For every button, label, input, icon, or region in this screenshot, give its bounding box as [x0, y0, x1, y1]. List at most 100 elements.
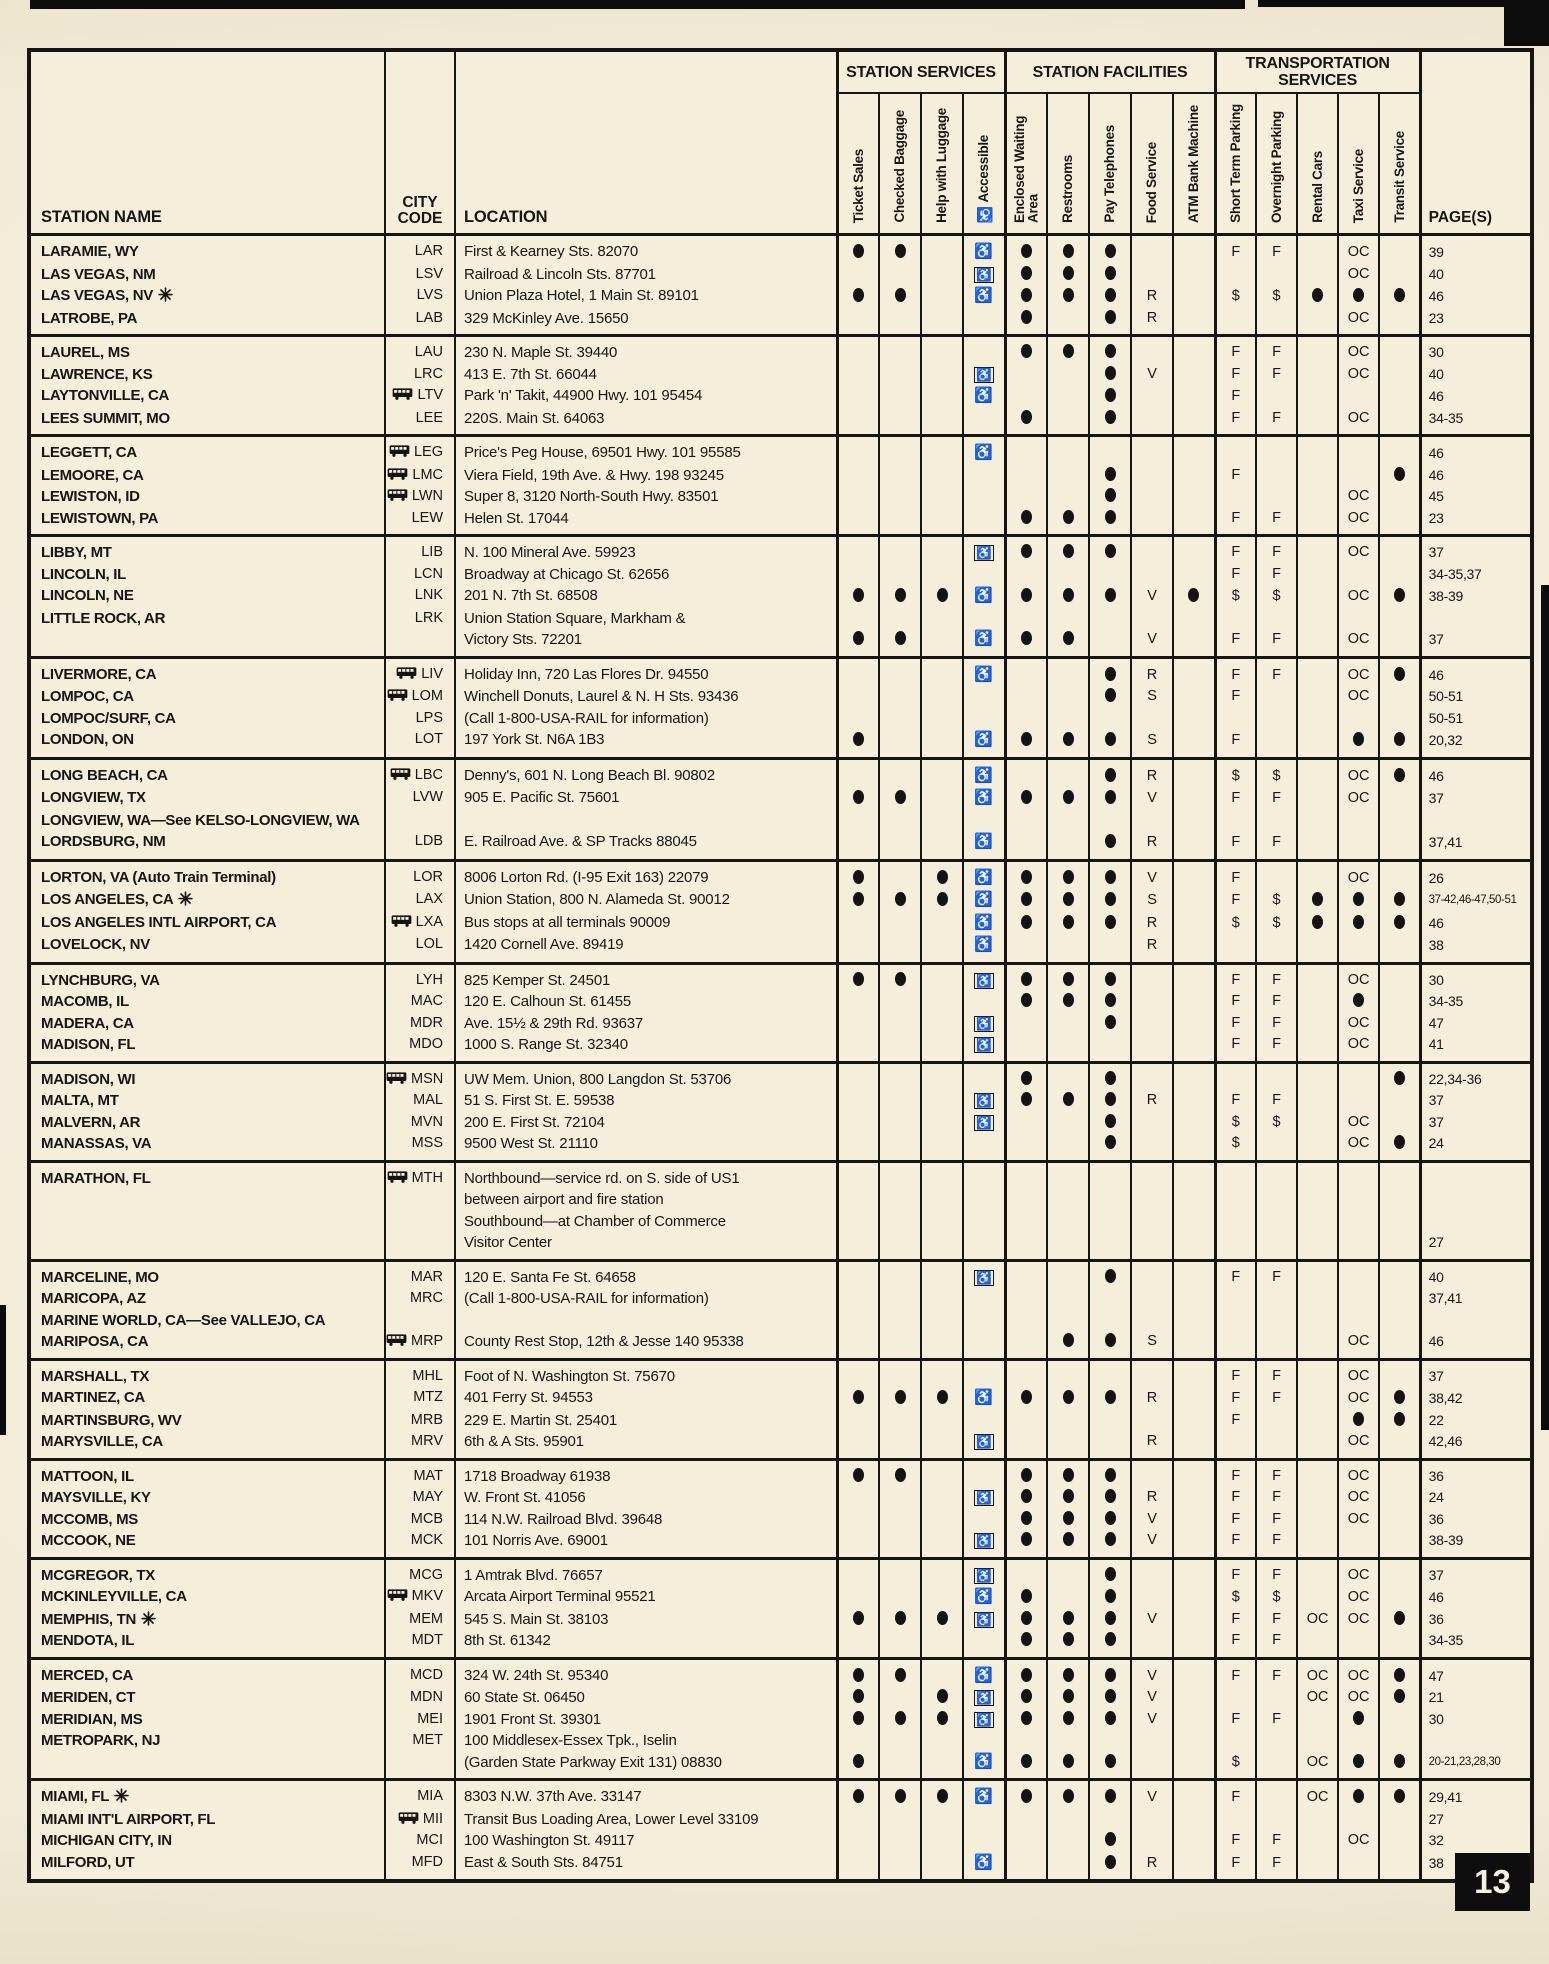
cell-restrooms [1046, 1111, 1090, 1133]
cell-checked-baggage [878, 1779, 921, 1809]
station-name: LAWRENCE, KS [41, 365, 153, 383]
col-header-food-service: Food Service [1130, 93, 1174, 236]
service-dot [1393, 767, 1405, 782]
cell-atm-bank-machine [1172, 1161, 1216, 1260]
cell-accessible [961, 486, 1006, 508]
city-code: MTH [384, 1161, 455, 1260]
cell-restrooms [1046, 1708, 1090, 1730]
service-dot [1104, 1753, 1116, 1768]
cell-overnight-parking: F [1255, 1359, 1298, 1387]
service-dot [1062, 914, 1074, 929]
cell-enclosed-waiting-area [1003, 1608, 1048, 1630]
cell-rental-cars [1296, 1508, 1339, 1530]
pages: 50-51 [1418, 686, 1533, 708]
cell-help-with-luggage [920, 563, 963, 585]
cell-help-with-luggage [920, 1687, 963, 1709]
cell-taxi-service: OC [1337, 1459, 1380, 1487]
cell-overnight-parking: F [1255, 407, 1298, 436]
location: 8303 N.W. 37th Ave. 33147 [454, 1779, 837, 1809]
cell-food-service [1130, 707, 1174, 729]
cell-atm-bank-machine [1172, 335, 1216, 364]
cell-transit-service [1378, 285, 1421, 308]
station-name: LOMPOC/SURF, CA [41, 709, 176, 727]
cell-help-with-luggage [920, 1111, 963, 1133]
cell-rental-cars [1296, 363, 1339, 385]
location: Union Station, 800 N. Alameda St. 90012 [454, 889, 837, 912]
cell-help-with-luggage [920, 234, 963, 264]
cell-overnight-parking: F [1255, 1459, 1298, 1487]
city-code: LPS [384, 707, 455, 729]
city-code: MRC [384, 1288, 455, 1310]
cell-rental-cars: OC [1296, 1730, 1339, 1780]
service-dot [1104, 993, 1116, 1007]
cell-ticket-sales [835, 1359, 879, 1387]
cell-food-service [1130, 407, 1174, 436]
cell-overnight-parking [1255, 1730, 1298, 1780]
station-name: MERIDIAN, MS [41, 1710, 143, 1728]
station-row: LAUREL, MS LAU 230 N. Maple St. 39440 F F OC 3… [29, 335, 1533, 364]
cell-checked-baggage [878, 335, 921, 364]
cell-ticket-sales [835, 1431, 879, 1459]
cell-enclosed-waiting-area [1003, 1487, 1048, 1509]
cell-rental-cars [1296, 1359, 1339, 1387]
pages: 50-51 [1418, 707, 1533, 729]
cell-ticket-sales [835, 1133, 879, 1161]
pages: 40 [1418, 263, 1533, 285]
cell-taxi-service: OC [1337, 1658, 1380, 1687]
station-row: LONGVIEW, WA—See KELSO-LONGVIEW, WA [29, 809, 1533, 831]
wheelchair-accessible-boxed-icon: ♿ [973, 1434, 994, 1450]
cell-enclosed-waiting-area [1003, 1459, 1048, 1487]
cell-short-term-parking [1213, 934, 1257, 963]
location: 825 Kemper St. 24501 [454, 963, 837, 991]
cell-taxi-service: OC [1337, 1133, 1380, 1161]
cell-food-service [1130, 234, 1174, 264]
city-code: LDB [384, 831, 455, 860]
cell-transit-service [1378, 607, 1421, 657]
star-icon [178, 891, 194, 906]
cell-food-service [1130, 1260, 1174, 1288]
cell-taxi-service: OC [1337, 1431, 1380, 1459]
cell-atm-bank-machine [1172, 464, 1216, 486]
cell-enclosed-waiting-area [1003, 758, 1048, 787]
cell-checked-baggage [878, 307, 921, 336]
service-dot [1104, 388, 1116, 402]
cell-accessible: ♿ [961, 934, 1006, 963]
cell-rental-cars [1296, 1808, 1339, 1830]
cell-enclosed-waiting-area [1003, 889, 1048, 912]
cell-rental-cars [1296, 1331, 1339, 1359]
pages: 37 [1418, 787, 1533, 810]
station-group: LONG BEACH, CA LBC Denny's, 601 N. Long Be… [29, 758, 1533, 860]
service-dot [1062, 1510, 1074, 1525]
cell-transit-service [1378, 1530, 1421, 1558]
service-dot [1062, 1789, 1074, 1803]
cell-restrooms [1046, 435, 1090, 465]
service-dot [1104, 1789, 1116, 1803]
cell-food-service [1130, 1288, 1174, 1310]
location-line: UW Mem. Union, 800 Langdon St. 53706 [464, 1070, 732, 1088]
location-line: 51 S. First St. E. 59538 [464, 1092, 615, 1109]
city-code: MAC [384, 991, 455, 1013]
service-dot [852, 971, 864, 986]
location: 8th St. 61342 [454, 1630, 837, 1658]
cell-checked-baggage [878, 234, 921, 264]
cell-overnight-parking: $ [1255, 889, 1298, 912]
service-dot [1104, 1667, 1116, 1682]
cell-transit-service [1378, 1062, 1421, 1090]
cell-food-service: V [1130, 1508, 1174, 1530]
station-row: MCCOOK, NE MCK 101 Norris Ave. 69001 ♿ V F F 38… [29, 1530, 1533, 1558]
cell-checked-baggage [878, 831, 921, 860]
station-name: MICHIGAN CITY, IN [41, 1832, 172, 1849]
pages: 38-39 [1418, 1530, 1533, 1558]
cell-overnight-parking [1255, 860, 1298, 889]
station-name: MARTINEZ, CA [41, 1389, 145, 1406]
cell-food-service [1130, 535, 1174, 564]
cell-taxi-service: OC [1337, 335, 1380, 364]
pages: 46 [1418, 758, 1533, 787]
cell-restrooms [1046, 1487, 1090, 1509]
cell-accessible: ♿ [961, 1090, 1006, 1112]
cell-food-service: R [1130, 1487, 1174, 1509]
service-dot [1104, 1113, 1116, 1128]
pages: 21 [1418, 1687, 1533, 1709]
location-line: 229 E. Martin St. 25401 [464, 1411, 617, 1429]
cell-rental-cars [1296, 285, 1339, 308]
